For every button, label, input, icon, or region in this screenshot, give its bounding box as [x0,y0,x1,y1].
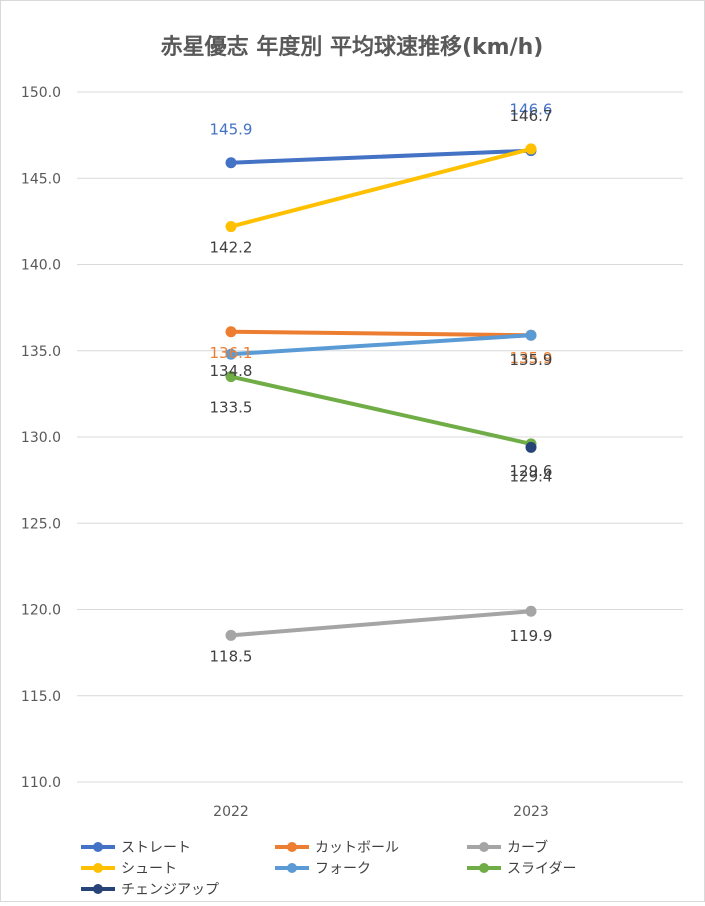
data-point [225,157,237,169]
data-label: 129.6 [510,462,553,480]
legend-swatch-marker [93,863,103,873]
data-point [525,143,537,155]
y-tick-label: 135.0 [21,344,61,360]
y-tick-label: 125.0 [21,516,61,532]
legend-label: フォーク [315,861,371,877]
data-point [525,605,537,617]
y-tick-label: 130.0 [21,430,61,446]
y-tick-label: 120.0 [21,603,61,619]
data-point [225,371,237,383]
data-label: 129.4 [510,467,553,485]
data-label: 135.9 [510,351,553,369]
y-axis-ticks: 110.0 115.0 120.0 125.0 130.0 135.0 140.0 145.0… [21,85,61,791]
y-tick-label: 150.0 [21,85,61,101]
data-point [225,629,237,641]
data-label: 133.5 [210,399,253,417]
series-line [229,374,533,446]
data-labels: 145.9 146.6 136.1 135.9 118.5 119.9 142.2 146.7… [210,101,553,666]
x-tick-label: 2023 [513,804,549,820]
data-label: 134.8 [210,362,253,380]
legend-swatch-marker [93,884,103,894]
series-line [229,609,533,638]
data-point [225,348,237,360]
data-point [525,329,537,341]
x-tick-label: 2022 [213,804,249,820]
data-label: 135.9 [510,349,553,367]
legend-label: カーブ [507,839,548,856]
series-line [229,148,533,165]
data-label: 142.2 [210,239,253,257]
legend-swatch-marker [479,863,489,873]
legend-swatch-marker [287,863,297,873]
y-tick-label: 115.0 [21,689,61,705]
chart-title: 赤星優志 年度別 平均球速推移(km/h) [161,34,544,60]
legend-label: カットボール [315,840,399,856]
legend-label: チェンジアップ [121,882,219,898]
data-point [225,221,237,233]
y-tick-label: 140.0 [21,258,61,274]
data-label: 146.6 [510,101,553,119]
series-lines [225,143,537,641]
data-label: 146.7 [510,107,553,125]
data-label: 145.9 [210,121,253,139]
legend-label: スライダー [507,861,576,877]
y-tick-label: 145.0 [21,171,61,187]
x-axis-ticks: 2022 2023 [213,804,549,820]
legend-swatch-marker [287,842,297,852]
legend-label: シュート [121,861,177,877]
data-label: 136.1 [210,344,253,362]
legend-swatch-marker [93,842,103,852]
data-point [225,326,237,338]
gridlines [77,91,683,783]
y-tick-label: 110.0 [21,775,61,791]
legend-swatch-marker [479,842,489,852]
series-line [229,329,533,338]
data-point [525,441,537,453]
series-line [229,146,533,229]
data-label: 119.9 [510,627,553,645]
legend-label: ストレート [121,840,191,856]
data-label: 118.5 [210,647,253,665]
series-line [229,333,533,357]
